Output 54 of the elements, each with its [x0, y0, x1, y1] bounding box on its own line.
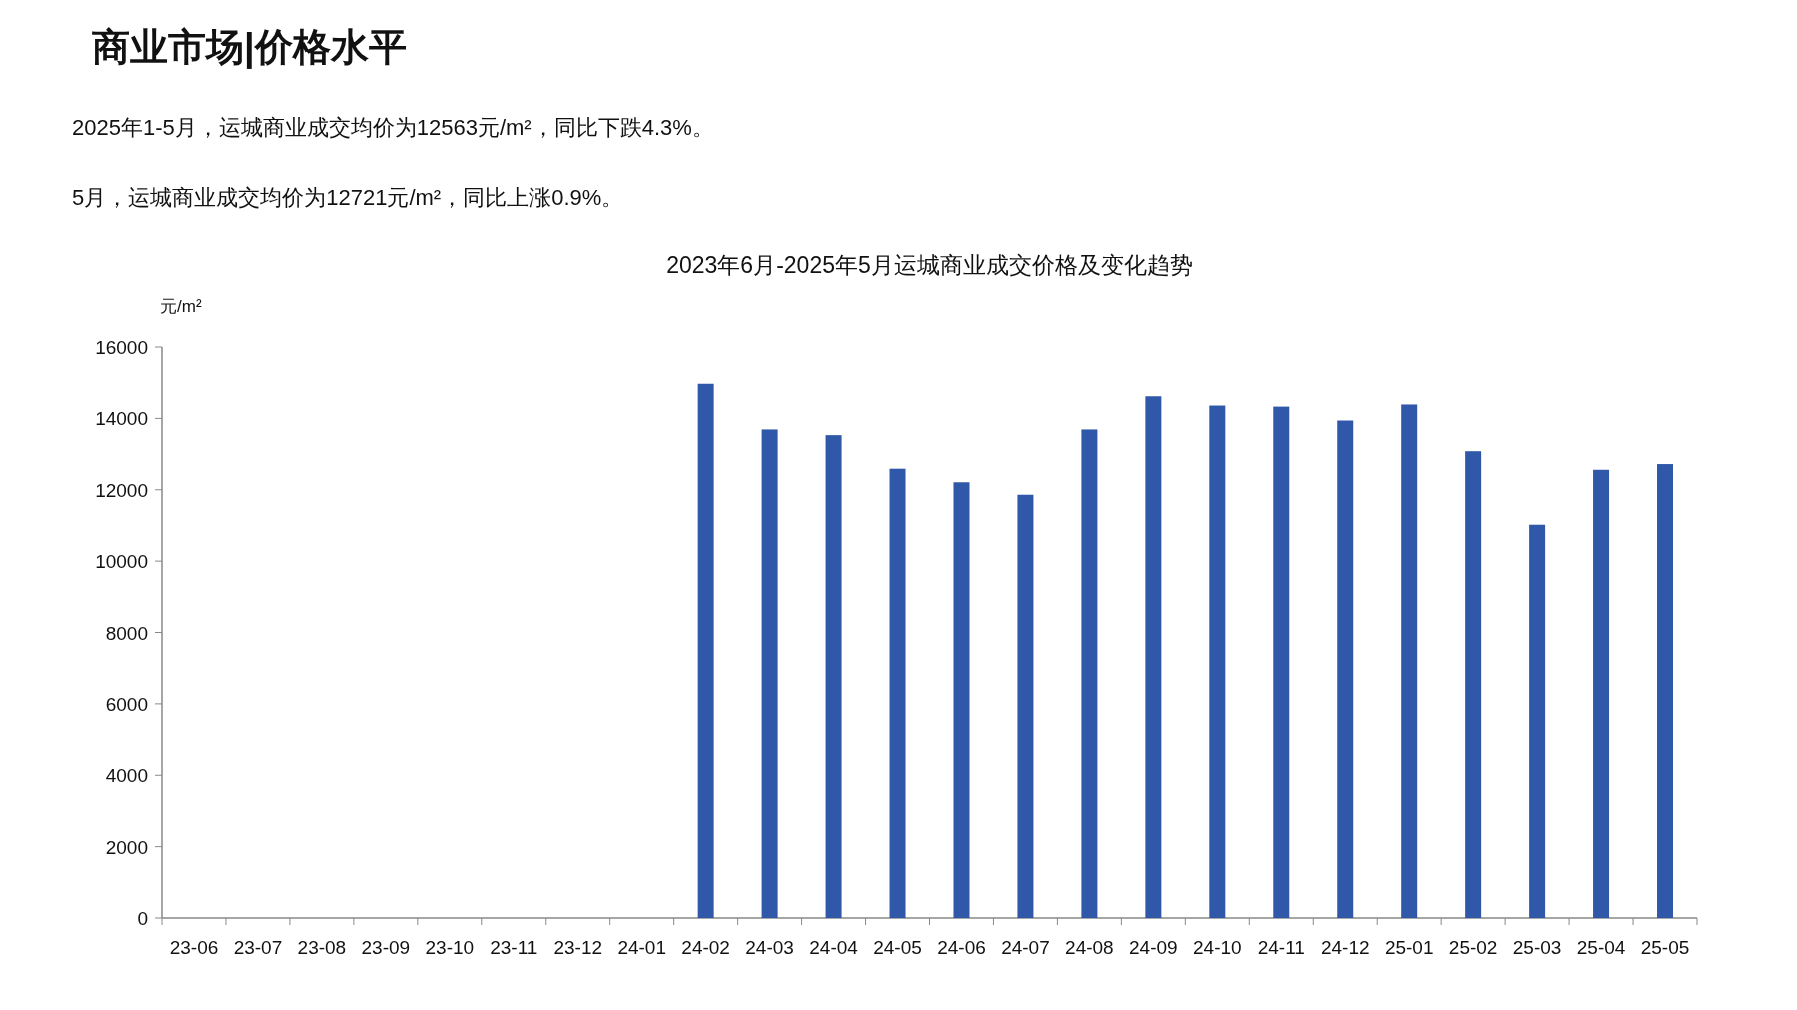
- x-tick-label: 23-06: [169, 937, 219, 958]
- bar: [1657, 464, 1674, 918]
- y-tick-label: 6000: [105, 693, 148, 715]
- y-tick-label: 16000: [95, 337, 148, 358]
- bar: [761, 429, 778, 918]
- y-tick-label: 8000: [105, 622, 148, 644]
- x-tick-label: 24-12: [1320, 937, 1370, 958]
- x-tick-label: 24-11: [1257, 937, 1305, 958]
- x-tick-label: 24-08: [1065, 937, 1114, 958]
- bar: [1401, 404, 1418, 918]
- x-tick-label: 25-04: [1576, 937, 1626, 958]
- y-tick-label: 10000: [95, 551, 148, 573]
- chart-subtitle: 2023年6月-2025年5月运城商业成交价格及变化趋势: [666, 252, 1193, 278]
- bar: [697, 383, 714, 918]
- bar: [825, 435, 842, 918]
- chart-title: 商业市场|价格水平: [92, 26, 407, 69]
- x-tick-label: 24-10: [1193, 937, 1242, 958]
- bar: [1337, 420, 1354, 918]
- bar: [889, 468, 906, 918]
- bar: [1017, 494, 1034, 918]
- y-axis-title: 元/m²: [160, 297, 202, 316]
- text: 5月，运城商业成交均价为12721元/m²，同比上涨0.9%。: [72, 185, 624, 210]
- y-tick-label: 12000: [95, 479, 148, 501]
- bar: [1209, 405, 1226, 918]
- bar: [1593, 469, 1610, 918]
- x-tick-label: 23-08: [297, 937, 347, 958]
- x-tick-label: 23-12: [553, 937, 603, 958]
- x-tick-label: 24-09: [1129, 937, 1178, 958]
- bar: [1465, 451, 1482, 918]
- bar: [1145, 396, 1162, 918]
- text: 2025年1-5月，运城商业成交均价为12563元/m²，同比下跌4.3%。: [72, 115, 714, 140]
- x-tick-label: 25-02: [1448, 937, 1498, 958]
- bar: [1529, 524, 1546, 918]
- x-tick-label: 23-09: [361, 937, 411, 958]
- x-tick-label: 24-06: [937, 937, 986, 958]
- bar: [953, 482, 970, 918]
- x-tick-label: 23-07: [233, 937, 283, 958]
- y-tick-label: 2000: [105, 836, 148, 858]
- x-tick-label: 25-01: [1384, 937, 1434, 958]
- bar: [1081, 429, 1098, 918]
- x-tick-label: 25-05: [1640, 937, 1690, 958]
- x-tick-label: 24-01: [617, 937, 666, 958]
- y-tick-label: 4000: [105, 765, 148, 787]
- y-tick-label: 14000: [95, 408, 148, 430]
- bar: [1273, 406, 1290, 918]
- x-tick-label: 24-05: [873, 937, 922, 958]
- x-tick-label: 25-03: [1512, 937, 1562, 958]
- x-tick-label: 23-11: [490, 937, 538, 958]
- x-tick-label: 23-10: [425, 937, 475, 958]
- y-tick-label: 0: [137, 908, 148, 929]
- x-tick-label: 24-02: [681, 937, 730, 958]
- x-tick-label: 24-04: [809, 937, 859, 958]
- x-tick-label: 24-03: [745, 937, 794, 958]
- x-tick-label: 24-07: [1001, 937, 1050, 958]
